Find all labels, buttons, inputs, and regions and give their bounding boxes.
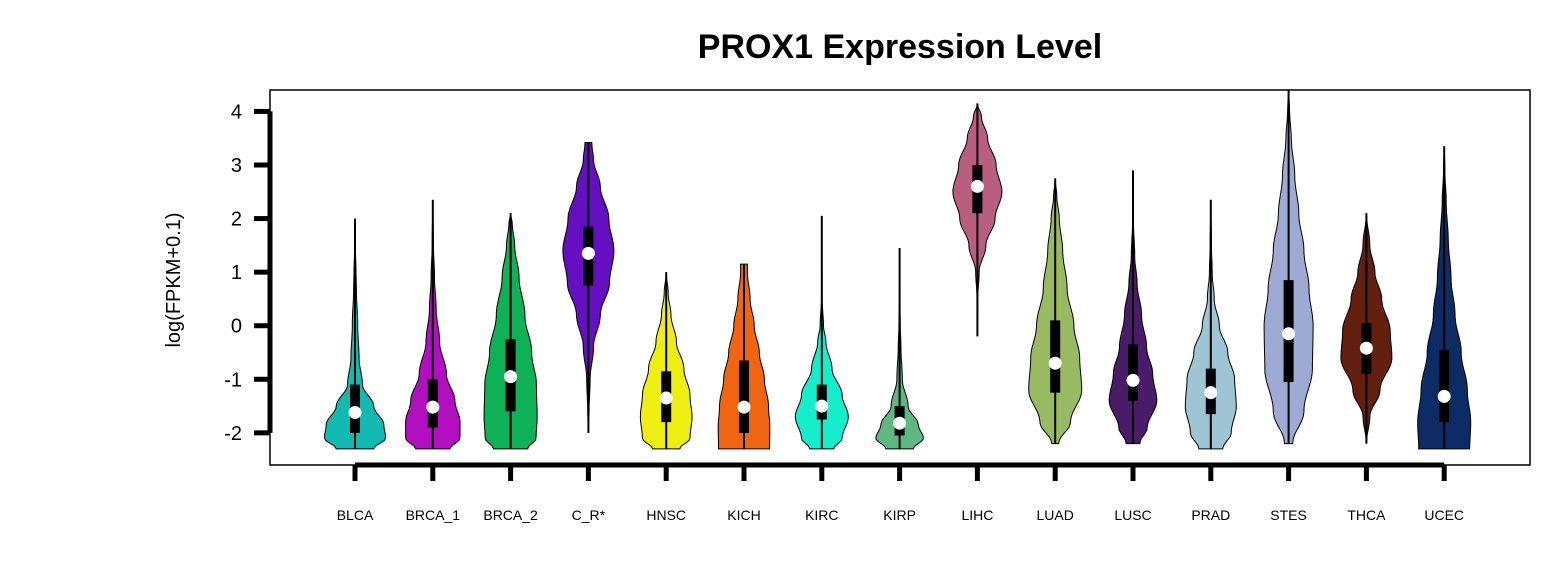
violin-median [737, 400, 751, 414]
x-tick-label: KICH [727, 507, 760, 523]
x-tick-label: LUAD [1037, 507, 1074, 523]
violin-median [893, 416, 907, 430]
x-tick-label: HNSC [646, 507, 686, 523]
violin-median [970, 179, 984, 193]
violins-layer [323, 89, 1472, 450]
chart-title: PROX1 Expression Level [698, 28, 1102, 66]
violin-median [426, 400, 440, 414]
x-tick-label: LIHC [961, 507, 993, 523]
y-tick-label: 2 [231, 209, 242, 231]
x-tick-label: KIRP [883, 507, 916, 523]
y-tick-label: 3 [231, 155, 242, 177]
x-tick-label: UCEC [1424, 507, 1464, 523]
x-tick-label: LUSC [1114, 507, 1151, 523]
violin-median [504, 370, 518, 384]
y-tick-label: 1 [231, 262, 242, 284]
violin-median [1437, 389, 1451, 403]
violin-median [1204, 386, 1218, 400]
violin-median [815, 399, 829, 413]
violin-median [1359, 341, 1373, 355]
x-tick-label: STES [1270, 507, 1307, 523]
violin-median [1048, 356, 1062, 370]
x-tick-label: BLCA [337, 507, 374, 523]
violin-median [581, 246, 595, 260]
x-tick-label: C_R* [572, 507, 606, 523]
violin-median [659, 391, 673, 405]
axes-layer: 4 3 2 1 0 -1 -2 BLCA BRCA_1 BRCA_2 C_R* HNSC KICH KIR… [224, 101, 1464, 523]
x-tick-label: KIRC [805, 507, 838, 523]
y-tick-label: 4 [231, 101, 242, 123]
violin-median [1126, 373, 1140, 387]
y-axis-label: log(FPKM+0.1) [163, 212, 185, 347]
y-tick-label: -2 [224, 423, 242, 445]
x-tick-label: THCA [1347, 507, 1386, 523]
x-tick-label: BRCA_2 [483, 507, 538, 523]
x-tick-label: PRAD [1191, 507, 1230, 523]
violin-median [1282, 327, 1296, 341]
y-tick-label: 0 [231, 316, 242, 338]
x-tick-label: BRCA_1 [406, 507, 461, 523]
y-tick-label: -1 [224, 369, 242, 391]
violin-median [348, 406, 362, 419]
